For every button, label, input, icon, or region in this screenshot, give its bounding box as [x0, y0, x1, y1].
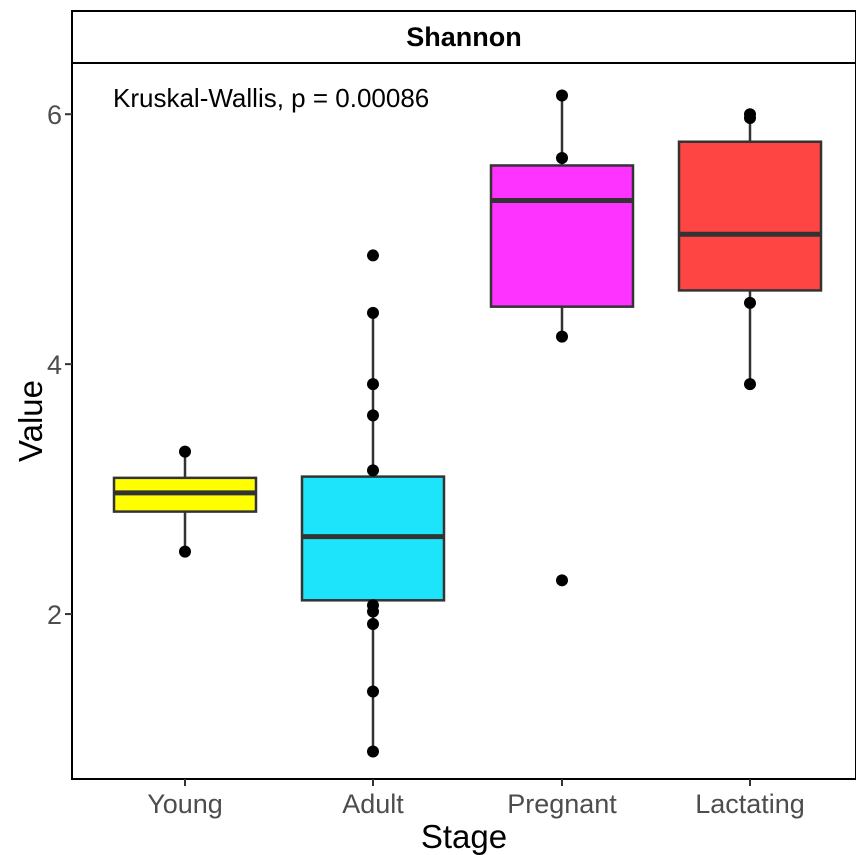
point-lactating-3	[744, 378, 756, 391]
box-group-adult	[300, 249, 446, 758]
x-axis: Young Adult Pregnant Lactating	[147, 779, 805, 819]
box-group-pregnant	[489, 89, 635, 587]
x-tick-label-adult: Adult	[342, 789, 404, 819]
y-tick-label-6: 6	[47, 100, 62, 130]
point-pregnant-0	[556, 89, 568, 102]
x-axis-title: Stage	[421, 818, 507, 855]
y-tick-label-4: 4	[47, 350, 62, 380]
test-annotation: Kruskal-Wallis, p = 0.00086	[113, 83, 429, 113]
box-lactating	[677, 140, 823, 292]
y-axis: 2 4 6	[47, 100, 72, 630]
point-pregnant-2	[556, 330, 568, 343]
point-adult-4	[367, 464, 379, 477]
y-axis-title: Value	[12, 380, 49, 462]
point-adult-1	[367, 306, 379, 319]
y-tick-label-2: 2	[47, 600, 62, 630]
facet-strip	[71, 10, 856, 64]
plot-marks	[112, 89, 823, 758]
x-tick-label-pregnant: Pregnant	[507, 789, 617, 819]
box-group-lactating	[677, 108, 823, 391]
point-adult-2	[367, 378, 379, 391]
point-pregnant-1	[556, 151, 568, 164]
facet-title: Shannon	[406, 22, 522, 52]
point-adult-7	[367, 618, 379, 631]
point-young-1	[179, 545, 191, 558]
point-adult-3	[367, 409, 379, 422]
x-tick-label-young: Young	[147, 789, 223, 819]
point-adult-0	[367, 249, 379, 262]
point-adult-6	[367, 605, 379, 618]
point-adult-8	[367, 685, 379, 698]
box-group-young	[112, 445, 258, 558]
point-lactating-2	[744, 296, 756, 309]
point-young-0	[179, 445, 191, 458]
point-lactating-1	[744, 111, 756, 124]
box-pregnant	[489, 164, 635, 308]
point-adult-9	[367, 745, 379, 758]
x-tick-label-lactating: Lactating	[695, 789, 805, 819]
point-pregnant-3	[556, 574, 568, 587]
